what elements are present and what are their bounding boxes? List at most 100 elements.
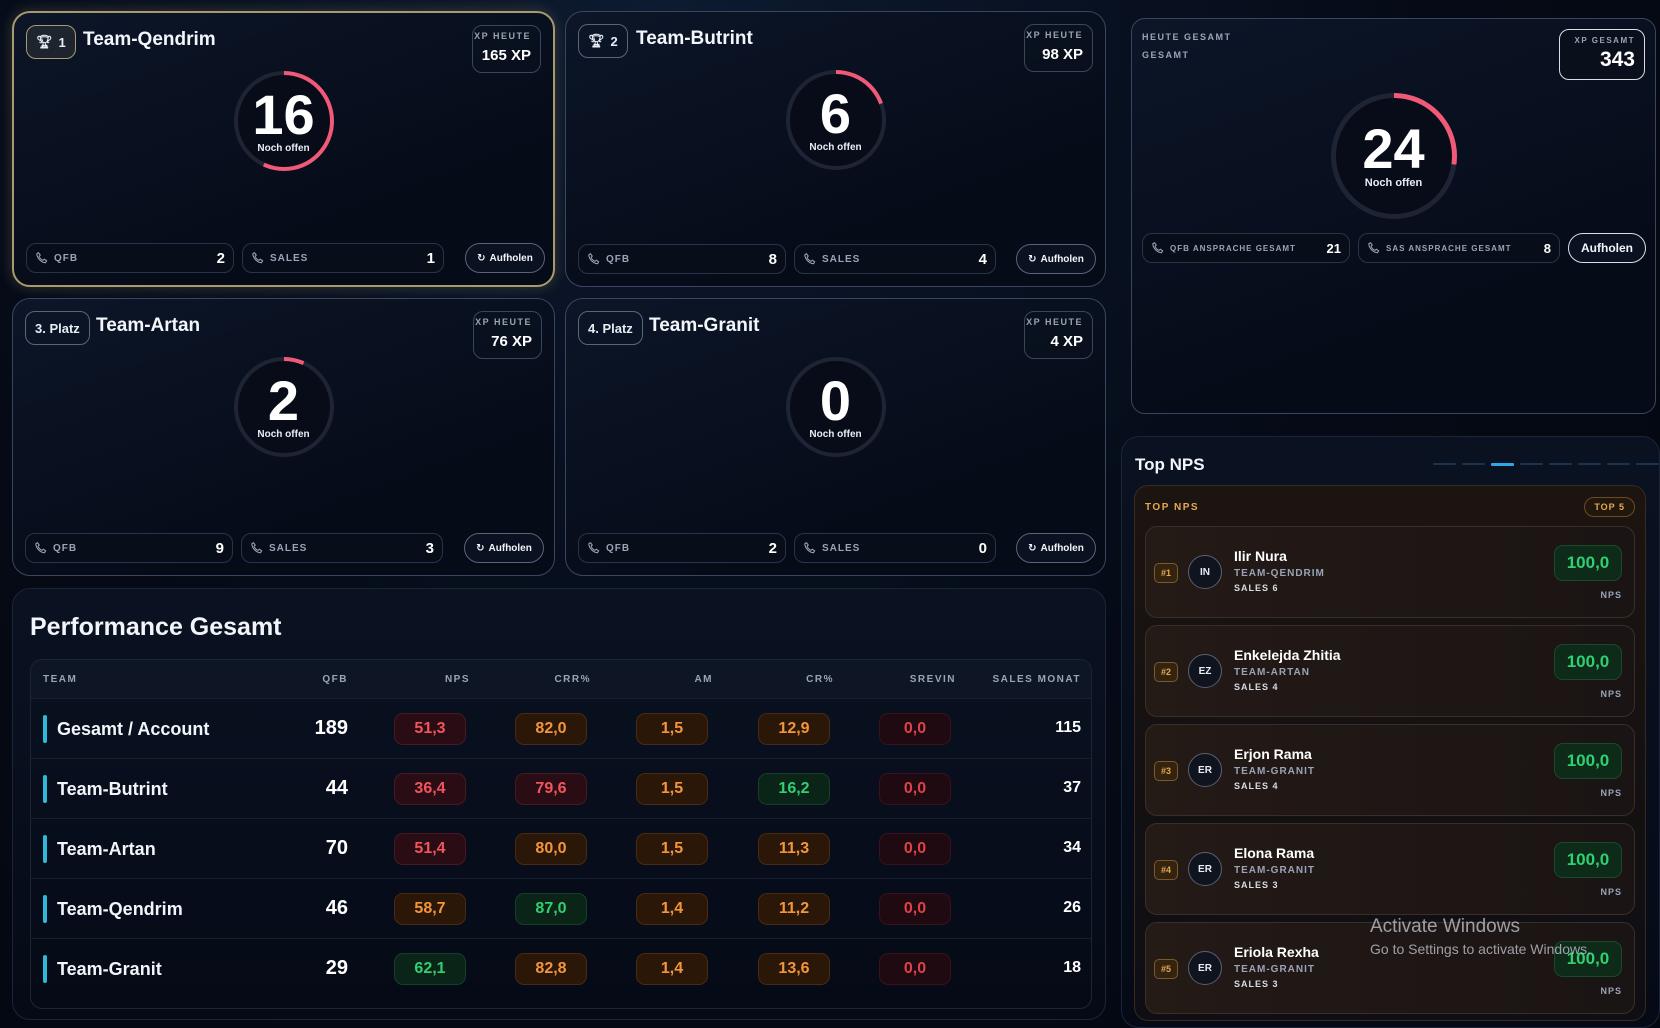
- summary-progress-ring: 24 Noch offen: [1330, 93, 1457, 219]
- row-qfb: 189: [314, 717, 348, 739]
- phone-icon: [804, 542, 816, 554]
- row-cr: 11,2: [758, 893, 830, 925]
- summary-sublabel: GESAMT: [1142, 50, 1190, 60]
- open-label: Noch offen: [257, 142, 310, 154]
- row-sales: 37: [1063, 779, 1081, 796]
- refresh-icon: ↻: [477, 252, 486, 264]
- person-team: TEAM-QENDRIM: [1234, 568, 1325, 579]
- row-qfb: 46: [325, 897, 348, 919]
- qfb-chip: QFB 8: [578, 244, 786, 274]
- summary-open-count: 24: [1362, 117, 1425, 180]
- refresh-icon: ↻: [1028, 253, 1037, 265]
- table-header: TEAM QFB NPS CRR% AM CR% SREVIN SALES MO…: [31, 660, 1091, 698]
- person-name: Elona Rama: [1234, 845, 1315, 861]
- progress-ring: 0 Noch offen: [785, 357, 886, 457]
- list-item[interactable]: #4 ER Elona Rama TEAM-GRANIT SALES 3 100,0 NPS: [1145, 823, 1635, 915]
- table-row[interactable]: Team-Artan 70 51,4 80,0 1,5 11,3 0,0 34: [31, 818, 1091, 878]
- nps-label: NPS: [1600, 590, 1622, 600]
- row-srevin: 0,0: [879, 833, 951, 865]
- col-qfb: QFB: [322, 674, 348, 685]
- avatar: EZ: [1188, 654, 1222, 688]
- list-item[interactable]: #5 ER Eriola Rexha TEAM-GRANIT SALES 3 100,0 N…: [1145, 922, 1635, 1014]
- row-srevin: 0,0: [879, 713, 951, 745]
- row-srevin: 0,0: [879, 953, 951, 985]
- phone-icon: [1152, 242, 1164, 254]
- nps-value: 100,0: [1554, 644, 1622, 680]
- person-team: TEAM-GRANIT: [1234, 766, 1315, 777]
- table-row[interactable]: Team-Granit 29 62,1 82,8 1,4 13,6 0,0 18: [31, 938, 1091, 998]
- table-row[interactable]: Team-Qendrim 46 58,7 87,0 1,4 11,2 0,0 26: [31, 878, 1091, 938]
- xp-value: 4 XP: [1050, 333, 1083, 350]
- open-count: 0: [819, 368, 852, 432]
- qfb-value: 9: [215, 539, 224, 557]
- team-name: Team-Artan: [96, 315, 201, 336]
- sales-chip: SALES 4: [794, 244, 996, 274]
- row-am: 1,5: [636, 833, 708, 865]
- summary-aufholen-button[interactable]: Aufholen: [1568, 233, 1646, 263]
- xp-label: XP HEUTE: [474, 31, 531, 41]
- row-team: Team-Artan: [57, 839, 156, 859]
- row-nps: 36,4: [394, 773, 466, 805]
- qfb-value: 2: [768, 539, 777, 557]
- xp-box: XP HEUTE 165 XP: [472, 25, 541, 73]
- team-card-qendrim: 🏆︎ 1 Team-Qendrim XP HEUTE 165 XP 16 Noch o…: [12, 11, 555, 287]
- sales-chip: SALES 0: [794, 533, 996, 563]
- nps-rank: #2: [1154, 662, 1178, 682]
- row-nps: 51,4: [394, 833, 466, 865]
- avatar: IN: [1188, 555, 1222, 589]
- sales-value: 4: [978, 250, 987, 268]
- windows-watermark-title: Activate Windows: [1370, 916, 1520, 937]
- person-sales: SALES 4: [1234, 781, 1279, 791]
- row-srevin: 0,0: [879, 893, 951, 925]
- qfb-total-chip: QFB ANSPRACHE GESAMT 21: [1142, 233, 1350, 263]
- row-crr: 79,6: [515, 773, 587, 805]
- phone-icon: [36, 252, 48, 264]
- windows-watermark-text: Go to Settings to activate Windows.: [1370, 941, 1591, 957]
- row-qfb: 70: [325, 837, 348, 859]
- row-cr: 13,6: [758, 953, 830, 985]
- team-card-butrint: 🏆︎ 2 Team-Butrint XP HEUTE 98 XP 6 Noch off…: [565, 11, 1106, 287]
- list-item[interactable]: #1 IN Ilir Nura TEAM-QENDRIM SALES 6 100,0 NPS: [1145, 526, 1635, 618]
- phone-icon: [588, 253, 600, 265]
- nps-label: NPS: [1600, 986, 1622, 996]
- nps-value: 100,0: [1554, 941, 1622, 977]
- row-sales: 115: [1055, 719, 1081, 736]
- aufholen-label: Aufholen: [1040, 253, 1084, 265]
- top-nps-label: TOP NPS: [1145, 502, 1200, 513]
- qfb-chip: QFB 2: [578, 533, 786, 563]
- person-name: Enkelejda Zhitia: [1234, 647, 1341, 663]
- col-nps: NPS: [444, 674, 470, 685]
- phone-icon: [252, 252, 264, 264]
- trophy-icon: 🏆︎: [36, 34, 53, 49]
- col-am: AM: [694, 674, 713, 685]
- aufholen-button[interactable]: ↻ Aufholen: [1016, 244, 1096, 274]
- table-row[interactable]: Gesamt / Account 189 51,3 82,0 1,5 12,9 0,0 115: [31, 698, 1091, 758]
- rank-badge: 4. Platz: [578, 311, 643, 345]
- performance-title: Performance Gesamt: [30, 613, 282, 641]
- performance-panel: Performance Gesamt TEAM QFB NPS CRR% AM …: [12, 588, 1106, 1020]
- qfb-label: QFB: [53, 542, 78, 554]
- row-am: 1,5: [636, 773, 708, 805]
- row-srevin: 0,0: [879, 773, 951, 805]
- sas-total-label: SAS ANSPRACHE GESAMT: [1386, 243, 1512, 253]
- open-label: Noch offen: [809, 428, 862, 440]
- carousel-dots[interactable]: [1433, 463, 1659, 466]
- aufholen-button[interactable]: ↻ Aufholen: [1016, 533, 1096, 563]
- qfb-total-label: QFB ANSPRACHE GESAMT: [1170, 243, 1296, 253]
- person-sales: SALES 6: [1234, 583, 1279, 593]
- xp-value: 165 XP: [481, 47, 531, 64]
- open-label: Noch offen: [257, 428, 310, 440]
- row-sales: 26: [1063, 899, 1081, 916]
- aufholen-button[interactable]: ↻ Aufholen: [464, 533, 544, 563]
- row-nps: 62,1: [394, 953, 466, 985]
- sas-total-chip: SAS ANSPRACHE GESAMT 8: [1358, 233, 1560, 263]
- list-item[interactable]: #3 ER Erjon Rama TEAM-GRANIT SALES 4 100,0 NPS: [1145, 724, 1635, 816]
- refresh-icon: ↻: [476, 542, 485, 554]
- row-team: Gesamt / Account: [57, 719, 210, 739]
- aufholen-button[interactable]: ↻ Aufholen: [465, 243, 545, 273]
- list-item[interactable]: #2 EZ Enkelejda Zhitia TEAM-ARTAN SALES 4 100…: [1145, 625, 1635, 717]
- summary-aufholen-label: Aufholen: [1581, 241, 1633, 255]
- top5-badge: TOP 5: [1584, 497, 1635, 517]
- sales-value: 0: [978, 539, 987, 557]
- table-row[interactable]: Team-Butrint 44 36,4 79,6 1,5 16,2 0,0 37: [31, 758, 1091, 818]
